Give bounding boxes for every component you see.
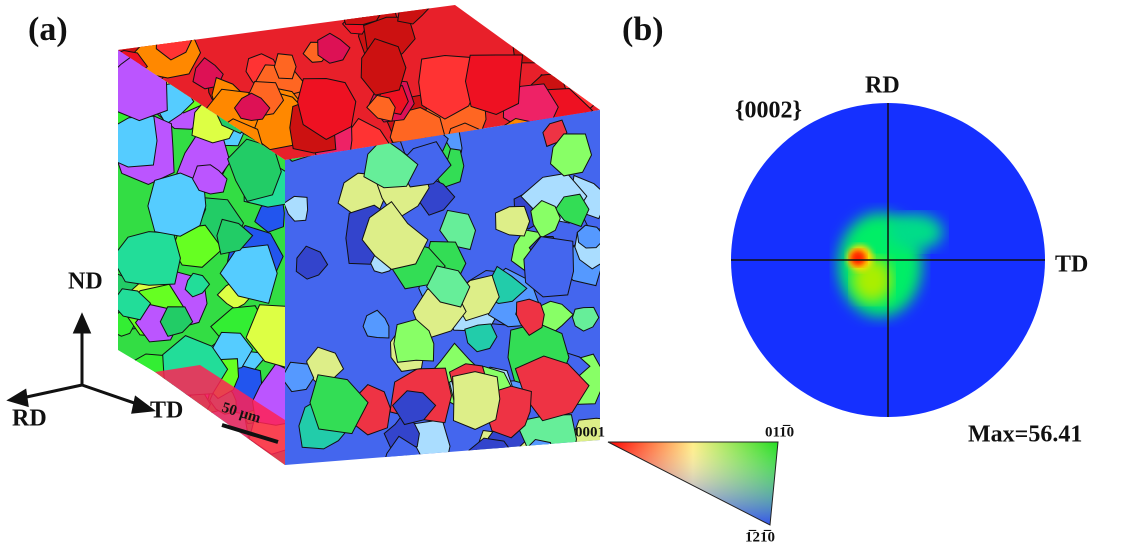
- ipf-corner-label: 011̅0: [765, 424, 794, 440]
- plane-label: {0002}: [735, 98, 802, 124]
- grain: [538, 15, 569, 44]
- grain: [103, 116, 157, 167]
- grain: [201, 0, 230, 25]
- axis-label: ND: [68, 269, 103, 295]
- grain: [567, 38, 589, 66]
- grain: [506, 5, 537, 35]
- grain: [159, 8, 185, 27]
- ipf-key: [608, 442, 778, 525]
- grain: [540, 0, 577, 32]
- figure: (a) (b) ND RD TD 50 μm 0001 011̅0 1̅21̅0: [0, 0, 1124, 552]
- direction-label: RD: [865, 73, 900, 99]
- direction-label: TD: [1055, 252, 1088, 278]
- panel-label: (a): [28, 11, 68, 48]
- grain: [274, 54, 296, 79]
- axis-label: RD: [12, 406, 47, 432]
- grain: [537, 443, 564, 467]
- grain: [577, 225, 606, 248]
- axis-label: TD: [150, 398, 183, 424]
- grain: [100, 365, 151, 427]
- grain: [496, 206, 530, 236]
- grain: [453, 372, 500, 430]
- grain: [561, 5, 603, 52]
- max-label: Max=56.41: [968, 422, 1082, 448]
- pole-figure: [731, 103, 1045, 417]
- grain: [485, 0, 515, 18]
- ipf-corner-label: 1̅21̅0: [745, 529, 775, 545]
- ipf-corner-label: 0001: [575, 424, 605, 440]
- grain: [466, 55, 523, 115]
- grain: [131, 0, 157, 26]
- panel-label: (b): [622, 11, 664, 48]
